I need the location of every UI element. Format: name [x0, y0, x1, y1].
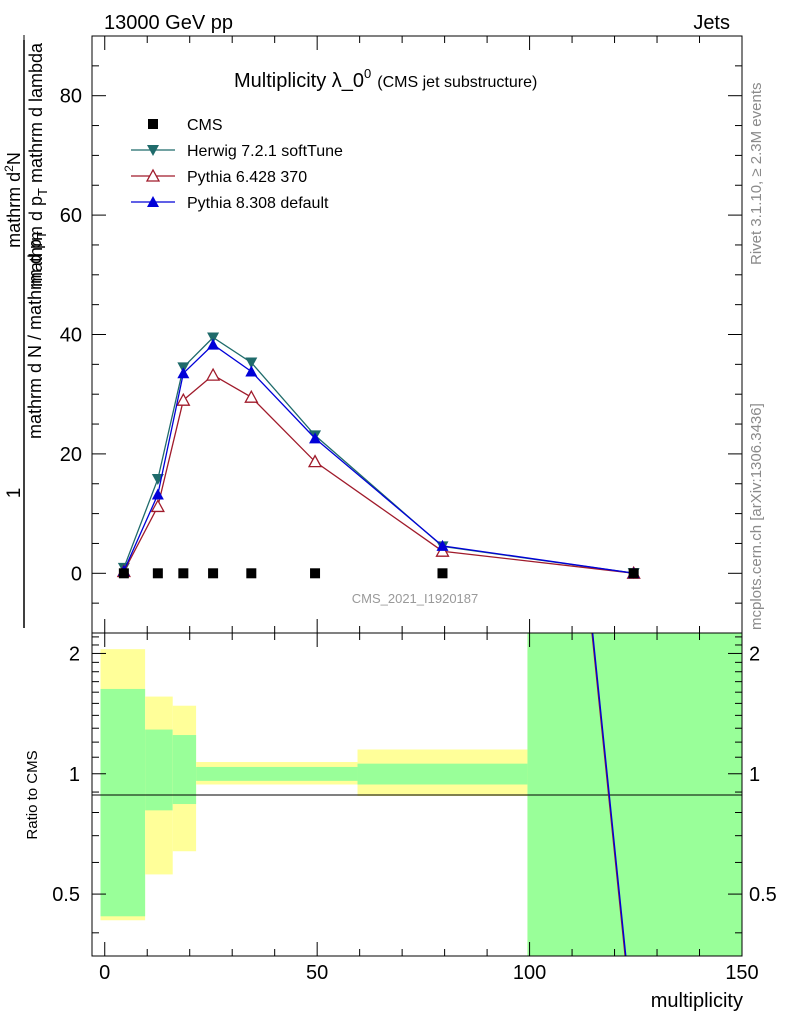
ratio-panel-frame	[91, 632, 743, 957]
ratio-series-line	[591, 632, 627, 957]
y-tick-label: 80	[60, 86, 82, 108]
data-point	[150, 499, 165, 513]
ratio-y-tick-label: 1	[749, 764, 760, 786]
ratio-y-tick-label: 2	[749, 643, 760, 665]
y-tick-label: 60	[60, 205, 82, 227]
data-point	[437, 568, 448, 579]
ratio-y-tick-label: 2	[69, 643, 80, 665]
y-tick-label: 20	[60, 444, 82, 466]
legend-label: Pythia 6.428 370	[187, 169, 307, 186]
data-point	[207, 338, 220, 350]
ratio-y-tick-label: 1	[69, 764, 80, 786]
legend-item: Pythia 8.308 default	[131, 195, 329, 212]
data-point	[628, 568, 639, 579]
ratio-ticks: 0.5 0.5 1 1 2 2 0 50 100 150	[52, 633, 777, 984]
series-cms	[118, 568, 639, 579]
x-axis-label: multiplicity	[651, 990, 743, 1012]
main-y-axis-label: 1 mathrm d N / mathrm d pT mathrm d2N ma…	[2, 35, 50, 628]
x-tick-label: 0	[99, 962, 110, 984]
series-line	[123, 374, 634, 574]
data-point	[307, 454, 323, 468]
data-point	[244, 389, 259, 403]
main-title: Multiplicity λ_00(CMS jet substructure)	[234, 66, 537, 92]
data-point	[205, 367, 221, 381]
ylabel-outer-denominator: mathrm d N / mathrm d pT	[25, 231, 49, 439]
series-line	[123, 336, 634, 574]
rivet-label: Rivet 3.1.10, ≥ 2.3M events	[748, 83, 765, 266]
data-point	[151, 473, 164, 485]
legend-item: Herwig 7.2.1 softTune	[131, 143, 343, 160]
data-point	[245, 357, 258, 369]
series-herwig-7-2-1-softtune	[117, 332, 640, 580]
x-tick-label: 150	[725, 962, 758, 984]
ratio-y-axis-label: Ratio to CMS	[24, 750, 41, 839]
uncertainty-band-green	[100, 688, 146, 917]
data-point	[152, 568, 163, 579]
y-tick-label: 0	[71, 563, 82, 585]
data-point	[245, 365, 258, 377]
uncertainty-band-green	[196, 766, 358, 781]
uncertainty-band-green	[145, 729, 173, 811]
legend-label: CMS	[187, 117, 223, 134]
main-series	[116, 332, 641, 580]
data-point	[309, 432, 322, 444]
watermark-label: CMS_2021_I1920187	[352, 591, 479, 606]
legend-marker	[145, 168, 161, 182]
header-right-label: Jets	[693, 12, 730, 34]
legend-item: CMS	[148, 117, 223, 134]
data-point	[208, 568, 219, 579]
series-line	[123, 343, 634, 574]
legend-label: Pythia 8.308 default	[187, 195, 329, 212]
data-point	[151, 488, 164, 500]
mcplots-label: mcplots.cern.ch [arXiv:1306.3436]	[748, 403, 765, 630]
ylabel-inner-numerator: mathrm d2N	[2, 152, 24, 248]
ratio-bands	[100, 633, 742, 956]
legend: CMS Herwig 7.2.1 softTune Pythia 6.428 370…	[131, 117, 343, 212]
data-point	[176, 392, 191, 406]
main-ticks: 0 20 40 60 80	[60, 35, 743, 634]
uncertainty-band-green	[357, 763, 528, 785]
ratio-lines	[591, 632, 627, 957]
x-tick-label: 50	[306, 962, 328, 984]
series-pythia-8-308-default	[117, 338, 640, 579]
legend-marker	[147, 196, 159, 207]
data-point	[177, 367, 190, 379]
data-point	[436, 539, 449, 551]
legend-label: Herwig 7.2.1 softTune	[187, 143, 343, 160]
legend-marker	[147, 145, 159, 156]
series-pythia-6-428-370	[116, 367, 641, 579]
y-tick-label: 40	[60, 325, 82, 347]
main-panel: 0 20 40 60 80 CMS_2021_I1920187 Multiplicity…	[60, 35, 743, 634]
data-point	[246, 568, 257, 579]
legend-item: Pythia 6.428 370	[131, 168, 307, 186]
ylabel-inner-denominator: mathrm d pT mathrm d lambda	[26, 42, 50, 287]
header-left-label: 13000 GeV pp	[104, 12, 233, 34]
data-point	[207, 332, 220, 344]
x-tick-label: 100	[513, 962, 546, 984]
ratio-y-tick-label: 0.5	[749, 884, 777, 906]
ratio-y-tick-label: 0.5	[52, 884, 80, 906]
data-point	[118, 568, 129, 579]
uncertainty-band-green	[172, 735, 197, 805]
data-point	[310, 568, 321, 579]
legend-marker	[148, 119, 158, 129]
ratio-panel: 0.5 0.5 1 1 2 2 0 50 100 150 Ratio to CMS multipl…	[24, 632, 777, 1012]
ylabel-one: 1	[4, 488, 25, 499]
data-point	[178, 568, 189, 579]
